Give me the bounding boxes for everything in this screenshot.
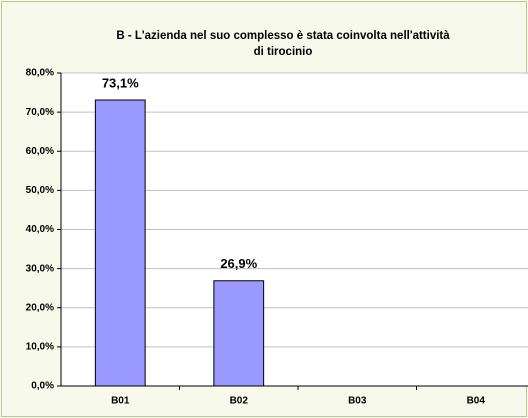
y-tick-label: 80,0% xyxy=(26,68,54,79)
bar xyxy=(94,99,146,387)
y-tick-label: 50,0% xyxy=(26,185,54,196)
y-tick-label: 40,0% xyxy=(26,224,54,235)
y-tick-label: 30,0% xyxy=(26,263,54,274)
x-tick-label: B03 xyxy=(348,396,367,407)
chart-title: B - L'azienda nel suo complesso è stata … xyxy=(116,30,450,42)
y-tick-label: 20,0% xyxy=(26,302,54,313)
data-label: 73,1% xyxy=(102,75,139,90)
x-tick-label: B01 xyxy=(111,396,130,407)
y-tick-label: 70,0% xyxy=(26,107,54,118)
chart-title: di tirocinio xyxy=(254,46,313,58)
bar xyxy=(213,280,265,387)
x-tick-label: B02 xyxy=(230,396,249,407)
y-tick-label: 60,0% xyxy=(26,146,54,157)
data-label: 26,9% xyxy=(220,256,257,271)
y-tick-label: 10,0% xyxy=(26,342,54,353)
y-tick-label: 0,0% xyxy=(31,381,54,392)
x-tick-label: B04 xyxy=(467,396,486,407)
